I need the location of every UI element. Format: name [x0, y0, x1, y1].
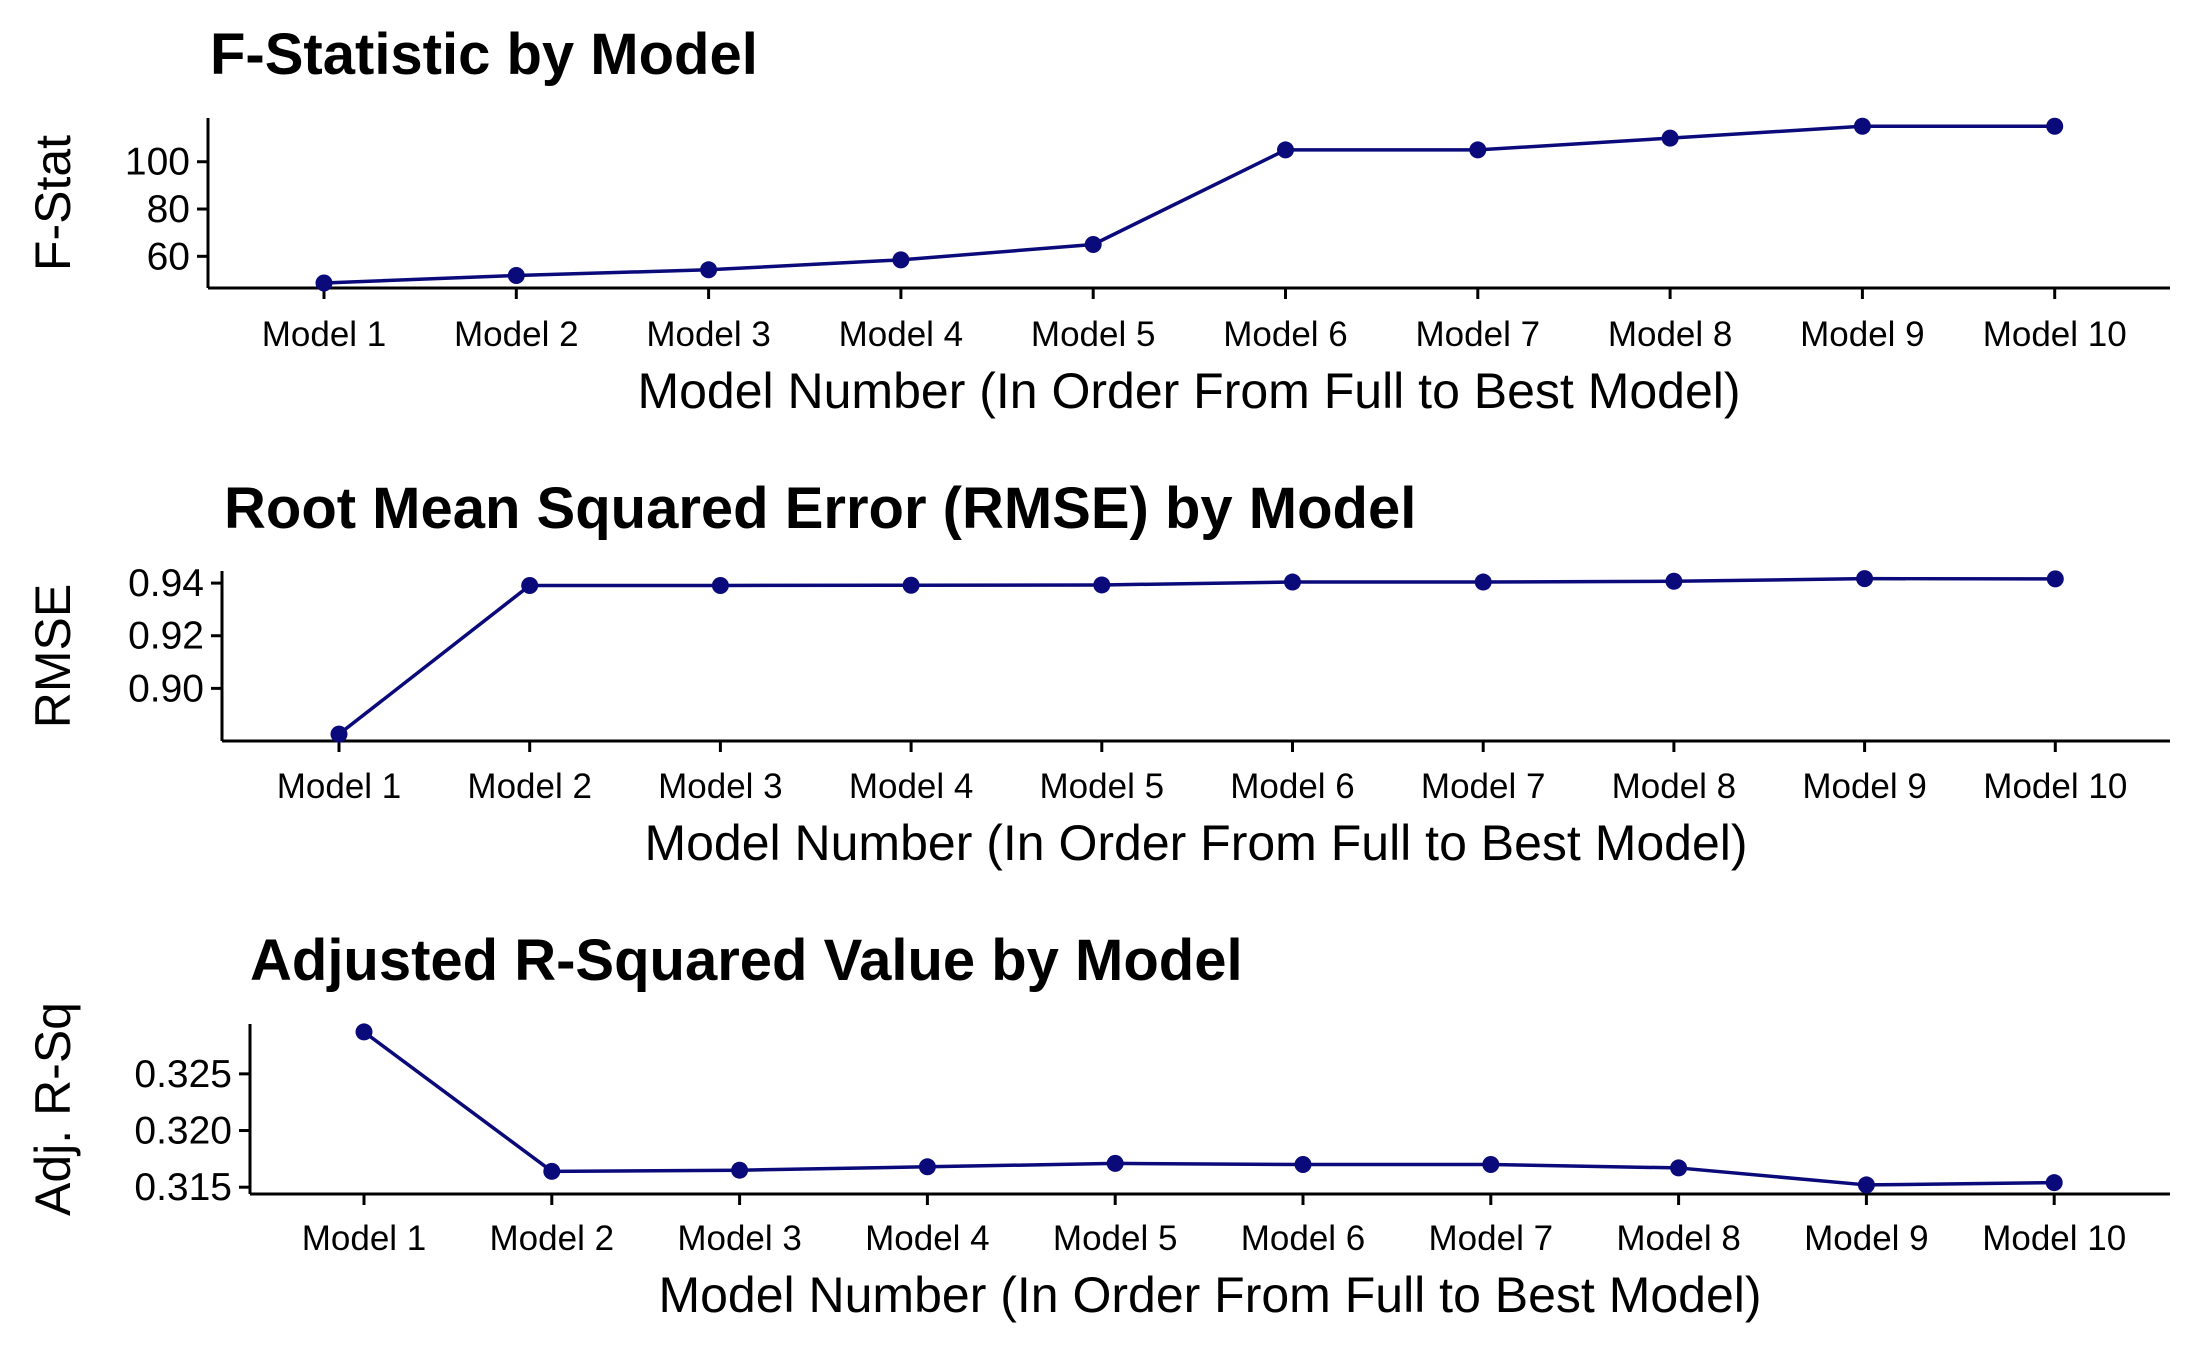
data-point — [731, 1161, 749, 1179]
data-point — [711, 576, 729, 594]
x-tick-label: Model 1 — [302, 1219, 427, 1258]
chart-title: Root Mean Squared Error (RMSE) by Model — [224, 476, 1416, 541]
x-tick-label: Model 9 — [1802, 767, 1927, 806]
data-point — [1853, 117, 1871, 135]
data-point — [315, 274, 333, 292]
x-tick-label: Model 2 — [490, 1219, 615, 1258]
data-point — [355, 1023, 373, 1041]
x-tick-label: Model 4 — [865, 1219, 990, 1258]
series-line — [362, 1030, 2055, 1187]
series-line — [323, 124, 2055, 285]
x-axis-title: Model Number (In Order From Full to Best… — [644, 815, 1747, 871]
x-tick-label: Model 7 — [1416, 315, 1541, 354]
data-point — [2046, 117, 2064, 135]
x-tick-label: Model 8 — [1612, 767, 1737, 806]
x-tick-label: Model 6 — [1241, 1219, 1366, 1258]
x-tick-label: Model 1 — [277, 767, 402, 806]
x-tick-label: Model 10 — [1982, 1219, 2126, 1258]
data-point — [1857, 1176, 1875, 1194]
y-axis-title: F-Stat — [25, 135, 81, 271]
data-point — [2045, 1174, 2063, 1192]
data-point — [1106, 1154, 1124, 1172]
data-point — [1474, 573, 1492, 591]
x-tick-label: Model 9 — [1800, 315, 1925, 354]
x-tick-label: Model 6 — [1230, 767, 1355, 806]
x-tick-label: Model 6 — [1223, 315, 1348, 354]
x-tick-label: Model 10 — [1983, 315, 2127, 354]
data-point — [1093, 576, 1111, 594]
data-point — [1661, 129, 1679, 147]
x-tick-label: Model 3 — [677, 1219, 802, 1258]
x-tick-label: Model 8 — [1608, 315, 1733, 354]
x-tick-label: Model 10 — [1983, 767, 2127, 806]
y-tick-label: 0.90 — [128, 667, 204, 710]
y-tick-label: 0.315 — [134, 1166, 232, 1209]
data-point — [902, 576, 920, 594]
x-tick-label: Model 2 — [454, 315, 579, 354]
data-point — [1084, 235, 1102, 253]
data-point — [1294, 1156, 1312, 1174]
data-point — [330, 725, 348, 743]
x-tick-label: Model 7 — [1429, 1219, 1554, 1258]
y-tick-label: 0.94 — [128, 562, 204, 605]
chart-panel-3: Adjusted R-Squared Value by Model 0.315 0.… — [25, 928, 2170, 1323]
y-axis-title: Adj. R-Sq — [25, 1002, 81, 1216]
x-tick-label: Model 8 — [1616, 1219, 1741, 1258]
chart-panel-2: Root Mean Squared Error (RMSE) by Model 0… — [25, 476, 2170, 871]
y-tick-label: 0.320 — [134, 1110, 232, 1153]
data-point — [700, 261, 718, 279]
data-point — [918, 1158, 936, 1176]
x-tick-label: Model 5 — [1031, 315, 1156, 354]
y-tick-label: 60 — [147, 235, 190, 278]
data-point — [1665, 572, 1683, 590]
chart-title: Adjusted R-Squared Value by Model — [250, 928, 1243, 993]
x-tick-label: Model 7 — [1421, 767, 1546, 806]
x-tick-label: Model 5 — [1040, 767, 1165, 806]
data-point — [1284, 573, 1301, 591]
y-tick-label: 100 — [125, 141, 190, 184]
y-tick-label: 0.325 — [134, 1053, 232, 1096]
x-axis-title: Model Number (In Order From Full to Best… — [658, 1267, 1761, 1323]
x-tick-label: Model 2 — [467, 767, 592, 806]
x-tick-label: Model 5 — [1053, 1219, 1178, 1258]
data-point — [543, 1162, 561, 1180]
chart-title: F-Statistic by Model — [210, 22, 758, 87]
x-tick-label: Model 9 — [1804, 1219, 1929, 1258]
x-tick-label: Model 1 — [262, 315, 387, 354]
data-point — [521, 576, 539, 594]
y-tick-label: 0.92 — [128, 615, 204, 658]
data-point — [507, 266, 525, 284]
data-point — [1277, 141, 1294, 159]
data-point — [1670, 1159, 1688, 1177]
data-point — [1469, 141, 1487, 159]
x-tick-label: Model 3 — [646, 315, 771, 354]
y-axis-title: RMSE — [25, 584, 81, 728]
data-point — [892, 251, 910, 269]
x-axis-title: Model Number (In Order From Full to Best… — [637, 363, 1740, 419]
data-point — [1482, 1156, 1500, 1174]
x-tick-label: Model 3 — [658, 767, 783, 806]
series-line — [337, 576, 2056, 736]
y-tick-label: 80 — [147, 188, 190, 231]
x-tick-label: Model 4 — [839, 315, 964, 354]
x-tick-label: Model 4 — [849, 767, 974, 806]
data-point — [2046, 570, 2064, 588]
data-point — [1856, 570, 1874, 588]
